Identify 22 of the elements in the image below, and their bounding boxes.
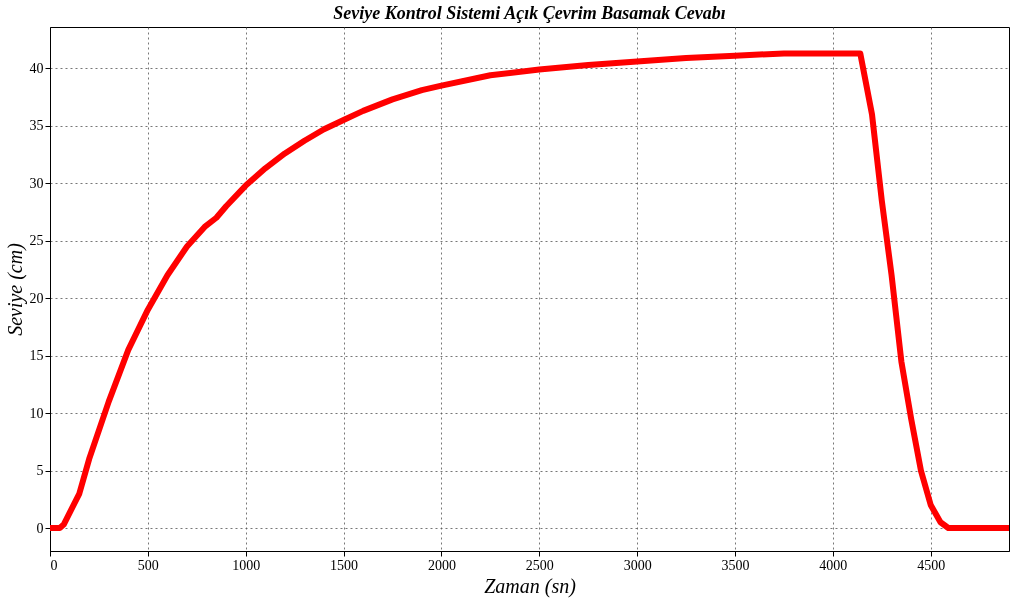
y-axis-title: Seviye (cm) — [3, 242, 27, 336]
y-tick-label: 25 — [29, 233, 44, 249]
chart-title: Seviye Kontrol Sistemi Açık Çevrim Basamak Cevabı — [333, 3, 726, 23]
x-tick-label: 1000 — [232, 557, 261, 573]
x-tick-label: 4000 — [819, 557, 848, 573]
x-tick-label: 500 — [137, 557, 159, 573]
x-tick-label: 3000 — [623, 557, 652, 573]
x-tick-label: 2500 — [525, 557, 554, 573]
x-tick-label: 1500 — [330, 557, 359, 573]
x-tick-label: 3500 — [721, 557, 750, 573]
y-tick-label: 20 — [29, 290, 44, 306]
y-tick-label: 0 — [36, 520, 44, 536]
y-tick-label: 30 — [29, 175, 44, 191]
y-tick-label: 15 — [29, 348, 44, 364]
x-tick-label: 0 — [50, 557, 58, 573]
y-tick-label: 10 — [29, 405, 44, 421]
x-tick-label: 2000 — [427, 557, 456, 573]
y-tick-label: 40 — [29, 60, 44, 76]
y-tick-label: 35 — [29, 118, 44, 134]
y-tick-label: 5 — [36, 463, 44, 479]
x-axis-title: Zaman (sn) — [484, 574, 577, 598]
x-tick-label: 4500 — [917, 557, 946, 573]
